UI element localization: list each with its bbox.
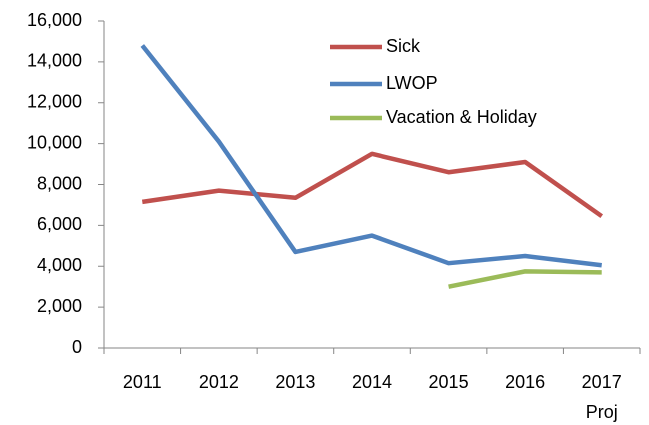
y-tick-label: 4,000 xyxy=(37,255,82,275)
x-tick-label: 2017 Proj xyxy=(581,372,622,422)
y-tick-label: 12,000 xyxy=(27,92,82,112)
y-tick-label: 14,000 xyxy=(27,51,82,71)
x-tick-label: 2012 xyxy=(198,372,239,392)
x-tick-label: 2011 xyxy=(122,372,162,392)
y-tick-label: 6,000 xyxy=(37,214,82,234)
x-tick-label: 2013 xyxy=(275,372,316,392)
x-tick-label: 2014 xyxy=(351,372,393,392)
series-line xyxy=(448,269,602,289)
x-tick-label: 2015 xyxy=(428,372,469,392)
y-tick-label: 16,000 xyxy=(27,10,82,30)
x-tick-label: 2016 xyxy=(505,372,546,392)
y-tick-label: 10,000 xyxy=(27,132,82,152)
legend-label: LWOP xyxy=(386,73,438,93)
series-line xyxy=(141,151,604,219)
legend-label: Vacation & Holiday xyxy=(386,107,537,127)
series-line xyxy=(140,44,602,268)
legend-label: Sick xyxy=(386,36,421,56)
y-tick-label: 2,000 xyxy=(37,296,82,316)
y-tick-label: 8,000 xyxy=(37,173,82,193)
y-tick-label: 0 xyxy=(72,337,82,357)
